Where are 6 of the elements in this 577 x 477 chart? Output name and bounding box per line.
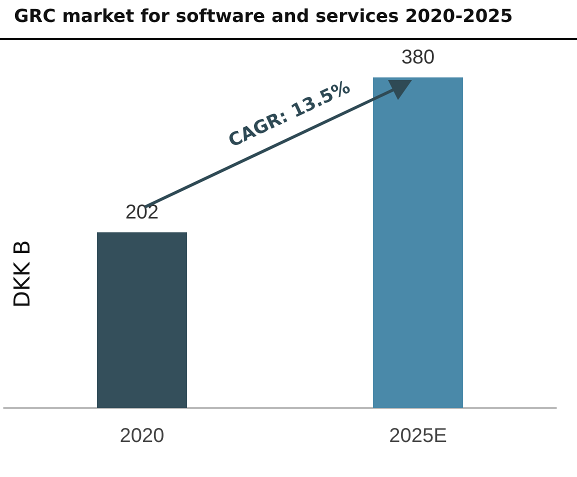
data-label: 380 — [401, 46, 435, 68]
y-axis-title: DKK B — [10, 240, 36, 308]
chart-title: GRC market for software and services 2020-2025 — [14, 6, 513, 27]
x-tick-label: 2025E — [389, 425, 447, 447]
data-label: 202 — [125, 201, 159, 224]
x-tick-label: 2020 — [120, 425, 164, 447]
